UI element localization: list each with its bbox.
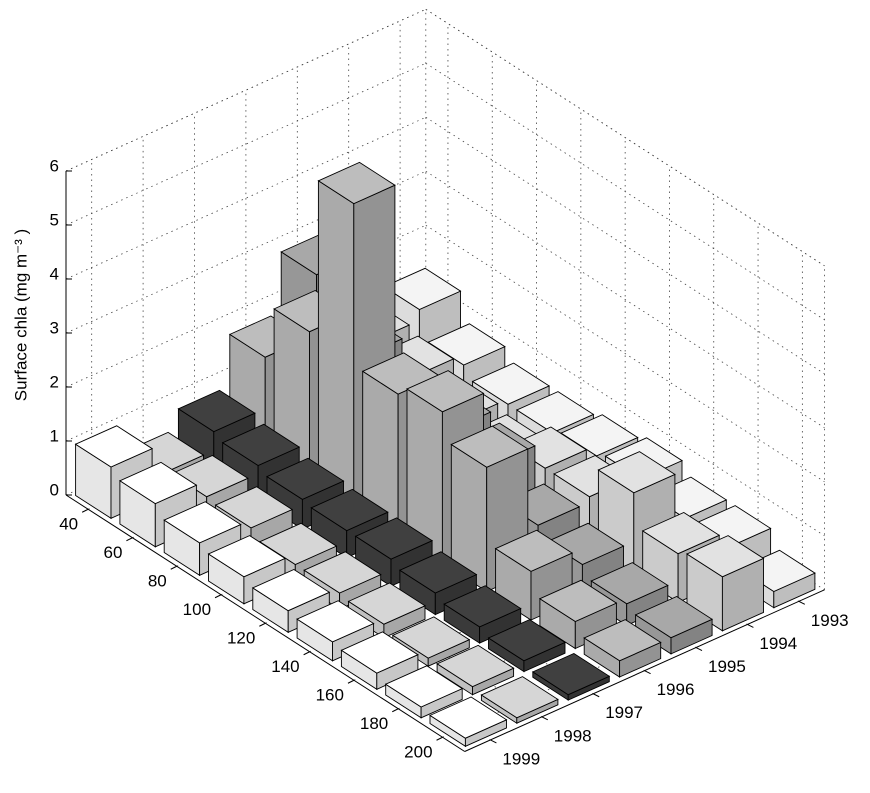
bar-top: [406, 370, 485, 413]
bar-top: [480, 676, 559, 719]
bar-top: [340, 631, 419, 674]
x-tick-label: 100: [183, 600, 211, 619]
bar-top: [118, 461, 198, 505]
tick-mark: [644, 670, 651, 675]
grid-line: [425, 8, 825, 267]
bar-top: [538, 579, 618, 623]
bar-top: [266, 457, 345, 500]
bar-top: [354, 517, 434, 560]
x-tick-label: 80: [148, 572, 167, 591]
bar-top: [163, 501, 242, 544]
bar: [436, 644, 515, 696]
z-tick-label: 1: [50, 426, 59, 445]
bar-top: [634, 595, 714, 639]
bar-top: [214, 486, 294, 529]
bar: [531, 652, 611, 701]
y-tick-label: 1999: [502, 749, 540, 768]
bar-top: [317, 161, 396, 205]
bar-top: [221, 423, 301, 467]
tick-mark: [747, 624, 754, 628]
tick-mark: [541, 716, 549, 721]
x-tick-label: 200: [404, 743, 432, 762]
bar: [429, 696, 508, 748]
bar: [340, 631, 419, 691]
bar-top: [347, 582, 426, 625]
y-tick-label: 1994: [759, 634, 797, 653]
tick-mark: [126, 537, 133, 542]
bar: [634, 595, 714, 655]
y-tick-label: 1997: [605, 703, 643, 722]
bar-top: [597, 451, 676, 494]
bar: [296, 600, 375, 662]
bar-top: [443, 585, 522, 628]
bar: [487, 619, 566, 673]
bar: [480, 676, 559, 725]
bar: [583, 619, 662, 678]
bar-top: [583, 619, 662, 662]
bar-top: [303, 551, 382, 594]
tick-mark: [392, 708, 399, 713]
y-tick-label: 1995: [708, 657, 746, 676]
tick-mark: [214, 594, 222, 599]
bar-top: [494, 529, 574, 572]
tick-mark: [170, 565, 177, 570]
bar-top: [641, 511, 721, 555]
bar-top: [436, 644, 515, 688]
tick-mark: [798, 600, 806, 605]
x-tick-label: 120: [227, 629, 255, 648]
bar-top: [487, 619, 566, 662]
y-tick-label: 1996: [657, 680, 695, 699]
grid-line: [425, 224, 825, 483]
bar-top: [207, 535, 286, 578]
tick-mark: [436, 736, 443, 741]
bar-top: [384, 665, 464, 708]
x-tick-label: 140: [271, 657, 299, 676]
bar-top: [531, 652, 611, 696]
z-tick-label: 3: [50, 318, 59, 337]
z-tick-label: 2: [50, 372, 59, 391]
bar: [384, 665, 464, 719]
bar: [538, 579, 618, 650]
bar: [443, 585, 522, 644]
tick-mark: [81, 508, 89, 513]
y-tick-label: 1993: [811, 611, 849, 630]
bar-top: [310, 488, 389, 532]
x-tick-label: 40: [59, 515, 78, 534]
bar-top: [383, 267, 462, 311]
bar-top: [471, 362, 551, 405]
grid-line: [425, 278, 825, 537]
bar-top: [391, 616, 471, 659]
bar-top: [450, 425, 529, 468]
grid-line: [425, 170, 825, 429]
y-tick-label: 1998: [554, 726, 592, 745]
bar-top: [515, 391, 595, 434]
z-axis-label: Surface chla (mg m⁻³ ): [11, 229, 30, 401]
bar-top: [429, 696, 508, 739]
bar-side: [317, 179, 355, 507]
x-tick-label: 180: [360, 714, 388, 733]
x-tick-label: 160: [316, 686, 344, 705]
bar-top: [398, 551, 478, 594]
bar-top: [177, 389, 256, 433]
tick-mark: [347, 679, 355, 684]
bar-top: [74, 425, 154, 468]
bar-top: [590, 562, 669, 605]
z-tick-label: 6: [50, 156, 59, 175]
z-tick-label: 5: [50, 210, 59, 229]
bar-top: [251, 568, 331, 612]
bar: [221, 423, 301, 502]
z-tick-label: 4: [50, 264, 59, 283]
z-tick-label: 0: [50, 480, 59, 499]
tick-mark: [490, 739, 497, 744]
x-tick-label: 60: [104, 543, 123, 562]
tick-mark: [695, 647, 703, 651]
bar-top: [296, 600, 375, 643]
tick-mark: [303, 651, 310, 656]
tick-mark: [592, 693, 600, 698]
bar-top: [686, 535, 765, 578]
tick-mark: [259, 622, 266, 627]
